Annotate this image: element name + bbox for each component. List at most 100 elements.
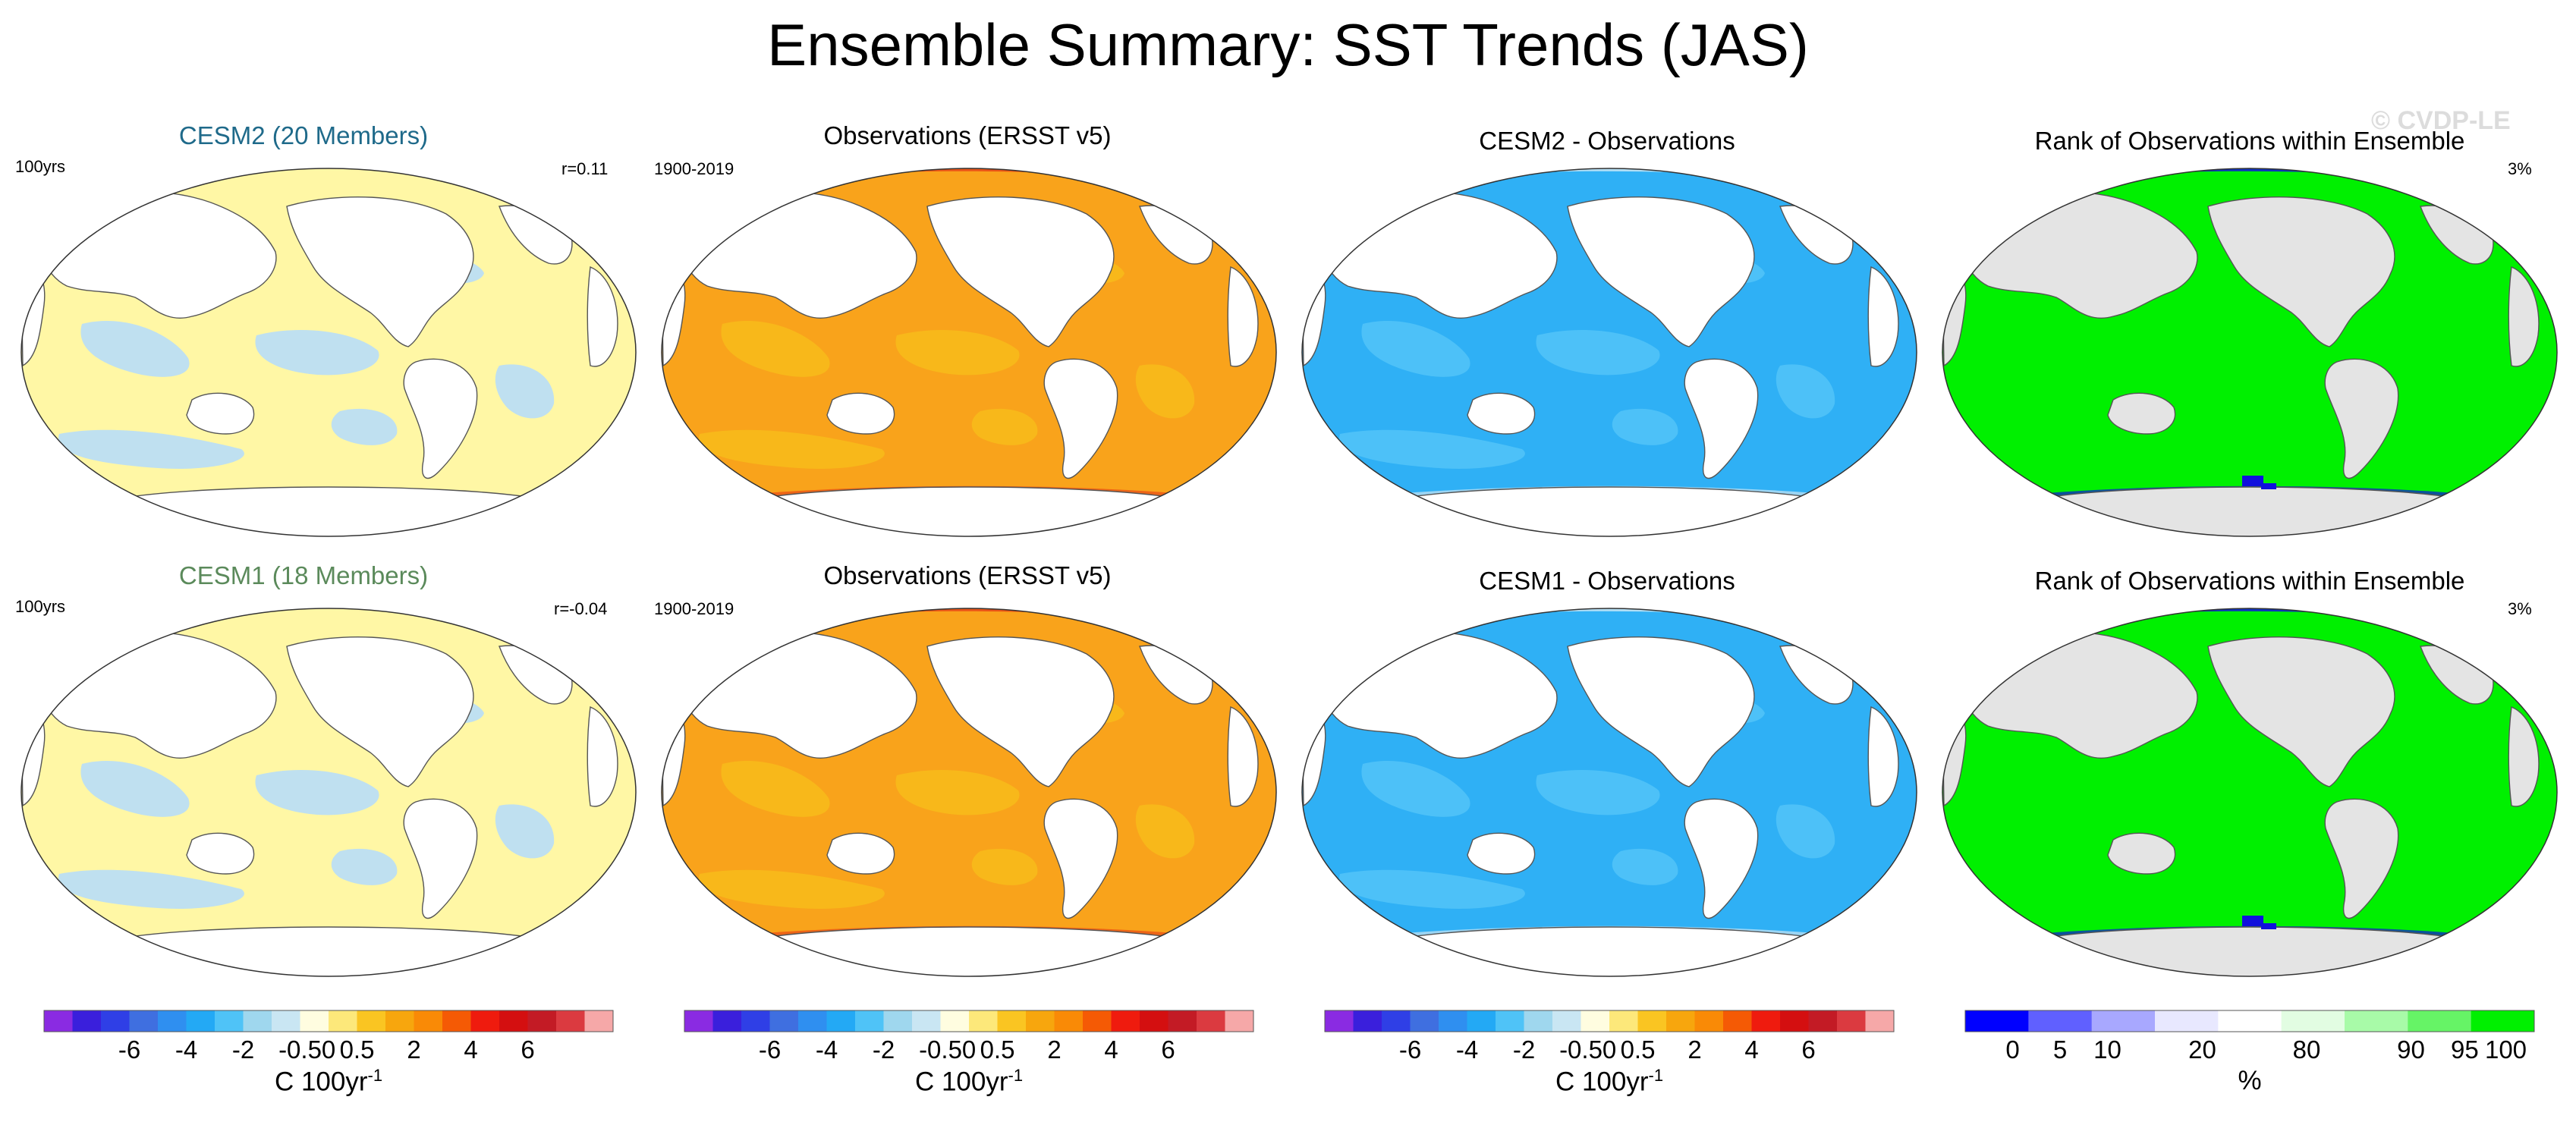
colorbar-swatch	[1751, 1010, 1781, 1032]
colorbar-tick-label: 2	[1047, 1035, 1062, 1064]
colorbar-swatch	[855, 1010, 884, 1032]
trend-region	[2176, 769, 2301, 815]
trend-region	[255, 769, 379, 815]
map-boundary	[20, 168, 637, 537]
trend-region	[971, 408, 1038, 445]
colorbar-swatch	[684, 1010, 713, 1032]
colorbar-swatch	[1496, 1010, 1524, 1032]
colorbar-swatch	[186, 1010, 215, 1032]
colorbar-swatch	[243, 1010, 272, 1032]
colorbar-swatch	[101, 1010, 130, 1032]
colorbar-swatch	[1609, 1010, 1638, 1032]
panel-title-rank: Rank of Observations within Ensemble	[2034, 127, 2465, 155]
panel-note-period: 1900-2019	[654, 599, 734, 618]
colorbar-tick-label: -0.5	[1559, 1035, 1603, 1064]
colorbar-swatch	[1054, 1010, 1084, 1032]
colorbar-swatch	[272, 1010, 300, 1032]
map-boundary	[1942, 608, 2558, 977]
panel-title-cesm1: CESM1 (18 Members)	[178, 561, 429, 589]
map-rank-of-observations	[1942, 168, 2558, 537]
colorbar-swatch	[1111, 1010, 1140, 1032]
colorbar-swatch	[912, 1010, 941, 1032]
colorbar-units-label: C 100yr-1	[1555, 1066, 1664, 1097]
trend-region	[2002, 761, 2111, 817]
panel-note-years: 100yrs	[15, 157, 66, 176]
colorbar-tick-label: 10	[2093, 1035, 2122, 1064]
colorbar-tick-label: 5	[2052, 1035, 2068, 1064]
colorbar-tick-label: 0.5	[339, 1035, 375, 1064]
colorbar-swatch	[769, 1010, 799, 1032]
panel-title-observations: Observations (ERSST v5)	[823, 561, 1112, 589]
map-boundary	[661, 608, 1277, 977]
colorbar-units-label: C 100yr-1	[914, 1066, 1024, 1097]
colorbar-swatch	[44, 1010, 73, 1032]
colorbar-frame	[1324, 1010, 1895, 1032]
trend-region	[895, 329, 1020, 376]
continent-outline	[2324, 358, 2399, 479]
map-boundary	[661, 168, 1277, 537]
colorbar-tick-label: 90	[2397, 1035, 2425, 1064]
colorbar-swatch	[300, 1010, 329, 1032]
colorbar-trend	[1324, 1010, 1895, 1032]
colorbar-swatch	[997, 1010, 1027, 1032]
colorbar-swatch	[215, 1010, 244, 1032]
trend-region	[495, 364, 555, 419]
colorbar-swatch	[442, 1010, 471, 1032]
colorbar-swatch	[1467, 1010, 1496, 1032]
panel-note-correlation: r=0.11	[561, 159, 609, 178]
continent-outline	[118, 486, 539, 536]
map-cesm2-trend	[20, 168, 637, 537]
trend-region	[2252, 848, 2319, 885]
trend-region	[1135, 804, 1195, 859]
continent-outline	[1043, 358, 1118, 479]
colorbar-units-label: C 100yr-1	[274, 1066, 383, 1097]
colorbar-ticks: -6 -4 -2 -0.5 0 0.5 2 4 6	[1325, 1035, 1894, 1066]
colorbar-swatch	[1083, 1010, 1112, 1032]
continent-outline	[587, 266, 618, 367]
continent-outline	[2107, 832, 2176, 875]
trend-region	[80, 761, 190, 817]
colorbar-swatch	[2028, 1010, 2093, 1032]
low-rank-region	[2242, 916, 2263, 926]
colorbar-tick-label: -6	[758, 1035, 782, 1064]
colorbar-tick-label: -0.5	[278, 1035, 322, 1064]
low-rank-region	[2261, 923, 2276, 929]
colorbar-swatch	[158, 1010, 187, 1032]
panel-note-correlation: r=-0.04	[554, 599, 608, 618]
colorbar-frame	[1964, 1010, 2535, 1032]
trend-region	[495, 804, 555, 859]
trend-region	[1776, 364, 1835, 419]
trend-region	[1135, 364, 1195, 419]
trend-region	[2416, 804, 2476, 859]
colorbar-swatch	[329, 1010, 357, 1032]
colorbar-swatch	[969, 1010, 998, 1032]
trend-region	[1612, 848, 1678, 885]
colorbar-swatch	[414, 1010, 443, 1032]
trend-region	[1980, 429, 2166, 469]
colorbar-tick-label: -4	[815, 1035, 838, 1064]
watermark: © CVDP-LE	[2371, 106, 2511, 135]
colorbar-ticks: 0 5 10 20 80 90 95 100	[1965, 1035, 2534, 1066]
trend-region	[721, 321, 830, 377]
map-boundary	[1301, 608, 1917, 977]
continent-outline	[286, 196, 474, 347]
panel-title-difference: CESM2 - Observations	[1479, 127, 1735, 155]
colorbar-tick-label: 0	[1602, 1035, 1617, 1064]
colorbar-swatch	[1353, 1010, 1382, 1032]
colorbar-swatch	[1168, 1010, 1197, 1032]
colorbar-swatch	[1197, 1010, 1225, 1032]
colorbar-tick-label: 0	[961, 1035, 977, 1064]
continent-outline	[1467, 832, 1536, 875]
map-cesm2-minus-observations	[1301, 168, 1917, 537]
trend-region	[1612, 408, 1678, 445]
colorbar-swatch	[1524, 1010, 1553, 1032]
trend-region	[1339, 429, 1525, 469]
continent-outline	[2508, 266, 2540, 367]
map-boundary	[1942, 168, 2558, 537]
panel-note-period: 1900-2019	[654, 159, 734, 178]
colorbar-swatch	[499, 1010, 528, 1032]
colorbar-swatch	[72, 1010, 102, 1032]
colorbar-tick-label: -4	[175, 1035, 198, 1064]
colorbar-swatch	[527, 1010, 557, 1032]
trend-region	[699, 869, 885, 909]
